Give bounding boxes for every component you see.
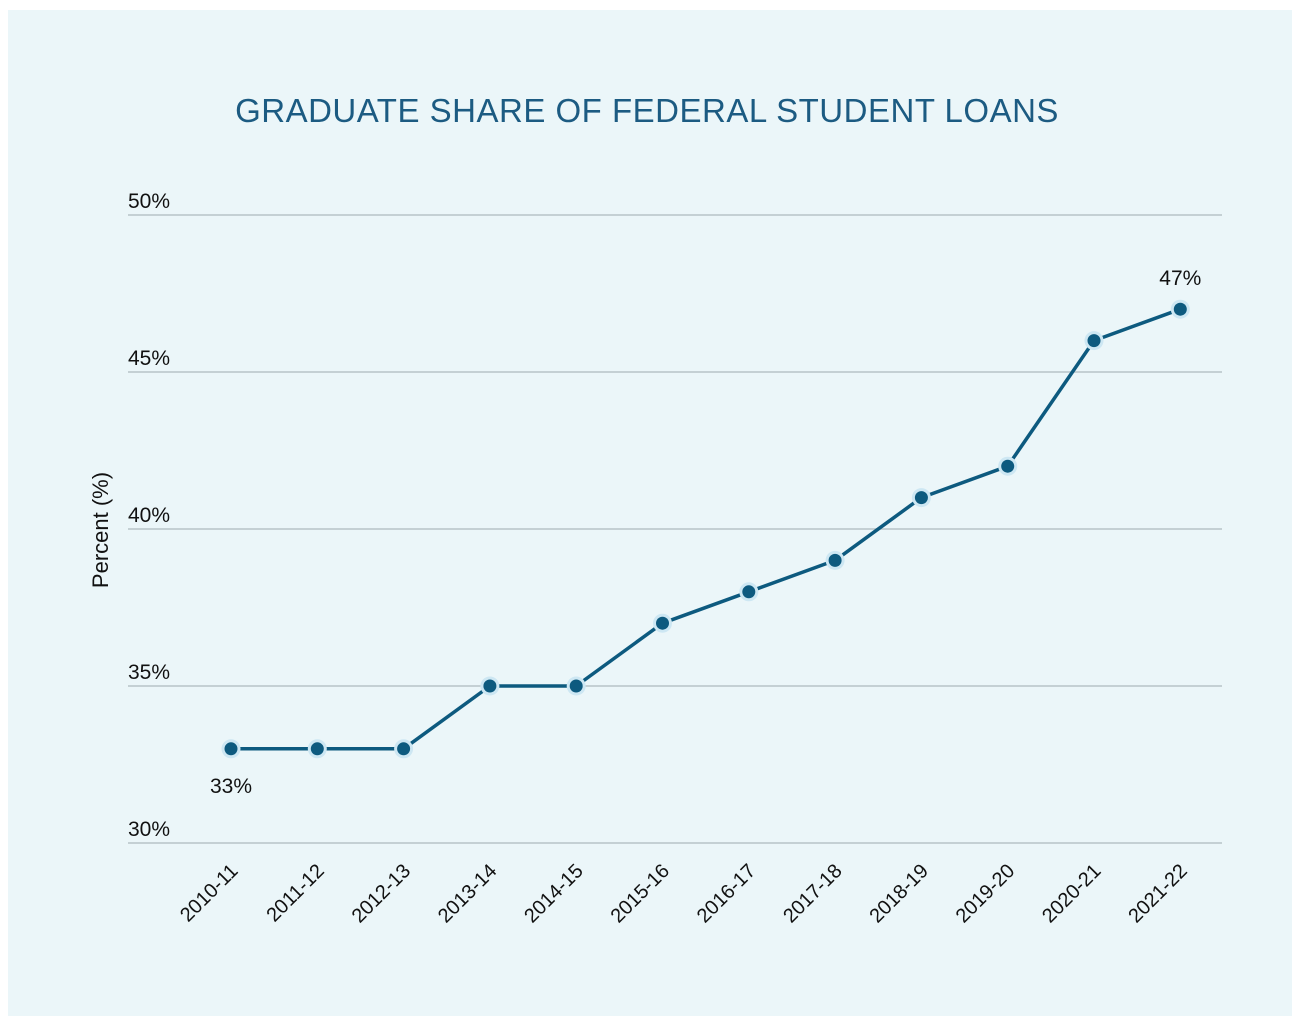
x-tick-label: 2011-12 [262, 860, 328, 926]
data-label: 33% [210, 775, 252, 798]
y-tick-label: 50% [128, 190, 170, 213]
x-tick-label: 2015-16 [607, 860, 674, 927]
series-line-path [231, 307, 1181, 751]
data-point [911, 488, 931, 508]
data-point [739, 582, 759, 602]
x-tick-label: 2019-20 [952, 860, 1019, 927]
data-point-marker [656, 616, 669, 630]
data-point [653, 613, 672, 633]
x-tick-label: 2010-11 [176, 860, 242, 926]
data-point [221, 739, 241, 759]
data-point-marker [828, 553, 842, 567]
y-axis-ticks: 30% 35% 40% 45% 50% [128, 190, 170, 841]
data-point-marker [742, 585, 756, 599]
gridlines [128, 214, 1222, 844]
data-point-marker [224, 742, 238, 756]
y-tick-label: 30% [128, 818, 170, 841]
y-axis-label: Percent (%) [88, 472, 113, 588]
data-point [394, 739, 414, 759]
x-tick-label: 2021-22 [1124, 860, 1191, 927]
data-points [221, 299, 1190, 759]
data-point [825, 550, 845, 570]
data-point [1084, 331, 1104, 351]
data-label: 47% [1159, 267, 1201, 290]
x-tick-label: 2012-13 [348, 860, 415, 927]
data-labels: 33% 47% [210, 267, 1201, 798]
data-point-marker [914, 491, 928, 505]
x-tick-label: 2016-17 [693, 860, 760, 927]
x-tick-label: 2013-14 [434, 860, 501, 927]
data-point [307, 739, 327, 759]
x-tick-label: 2017-18 [779, 860, 846, 927]
x-tick-label: 2020-21 [1038, 860, 1105, 927]
data-point-marker [1001, 459, 1015, 473]
y-tick-label: 40% [128, 504, 170, 527]
chart-panel [8, 10, 1292, 1016]
series-line [231, 307, 1181, 751]
x-tick-label: 2018-19 [865, 860, 932, 927]
x-axis-ticks: 2010-11 2011-12 2012-13 2013-14 2014-15 2015-… [176, 860, 1192, 927]
data-point [1170, 299, 1190, 319]
data-point-marker [397, 742, 411, 756]
data-point-marker [310, 742, 324, 756]
data-point-marker [1173, 302, 1187, 316]
y-tick-label: 35% [128, 661, 170, 684]
y-tick-label: 45% [128, 347, 170, 370]
data-point [998, 456, 1018, 476]
chart-title: GRADUATE SHARE OF FEDERAL STUDENT LOANS [235, 92, 1059, 129]
data-point-marker [569, 679, 583, 693]
data-point-marker [1087, 334, 1101, 348]
data-point-marker [483, 679, 497, 693]
data-point [480, 676, 500, 696]
data-point [566, 676, 586, 696]
x-tick-label: 2014-15 [520, 860, 587, 927]
